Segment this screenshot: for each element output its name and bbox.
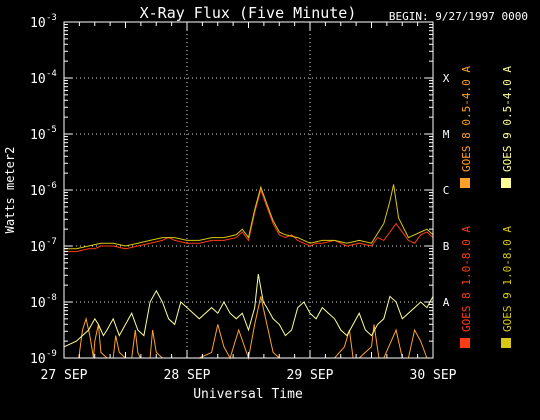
y-tick-exponent: -3	[46, 13, 57, 23]
y-tick-exponent: -6	[46, 181, 57, 191]
legend-label: GOES 9 0.5-4.0 A	[501, 66, 514, 172]
series-line-1	[64, 188, 434, 253]
legend-swatch	[460, 338, 470, 348]
begin-label: BEGIN: 9/27/1997 0000	[389, 10, 528, 23]
flare-class-label: A	[443, 296, 450, 309]
flare-class-label: M	[443, 128, 450, 141]
flare-class-label: X	[443, 72, 450, 85]
y-tick-exponent: -4	[46, 69, 57, 79]
y-tick-label: 10	[30, 128, 46, 143]
y-tick-exponent: -5	[46, 125, 57, 135]
series-line-3	[64, 184, 434, 250]
x-tick-label: 28 SEP	[164, 368, 211, 383]
y-tick-label: 10	[30, 296, 46, 311]
y-tick-label: 10	[30, 240, 46, 255]
x-tick-label: 30 SEP	[410, 368, 457, 383]
flare-class-label: B	[443, 240, 450, 253]
legend: GOES 8 1.0-8.0 A GOES 8 0.5-4.0 A GOES 9 1…	[460, 66, 514, 348]
x-tick-label: 29 SEP	[287, 368, 334, 383]
legend-swatch	[501, 178, 511, 188]
legend-label: GOES 9 1.0-8.0 A	[501, 226, 514, 332]
legend-label: GOES 8 0.5-4.0 A	[460, 66, 473, 172]
chart-title: X-Ray Flux (Five Minute)	[140, 4, 357, 22]
x-axis-label: Universal Time	[193, 387, 303, 402]
x-tick-label: 27 SEP	[41, 368, 88, 383]
legend-swatch	[460, 178, 470, 188]
gridlines	[64, 22, 433, 358]
y-tick-exponent: -8	[46, 293, 57, 303]
y-tick-label: 10	[30, 16, 46, 31]
flare-class-labels: X M C B A	[443, 72, 450, 309]
series-line-4	[63, 273, 434, 348]
y-tick-exponent: -7	[46, 237, 57, 247]
legend-label: GOES 8 1.0-8.0 A	[460, 226, 473, 332]
y-tick-label: 10	[30, 72, 46, 87]
y-axis-label: Watts meter2	[3, 147, 17, 234]
y-tick-label: 10	[30, 184, 46, 199]
y-axis: 10-910-810-710-610-510-410-3	[30, 13, 433, 367]
y-tick-exponent: -9	[46, 349, 57, 359]
y-tick-label: 10	[30, 352, 46, 367]
flare-class-label: C	[443, 184, 450, 197]
x-axis: 27 SEP 28 SEP 29 SEP 30 SEP	[41, 22, 457, 383]
legend-swatch	[501, 338, 511, 348]
